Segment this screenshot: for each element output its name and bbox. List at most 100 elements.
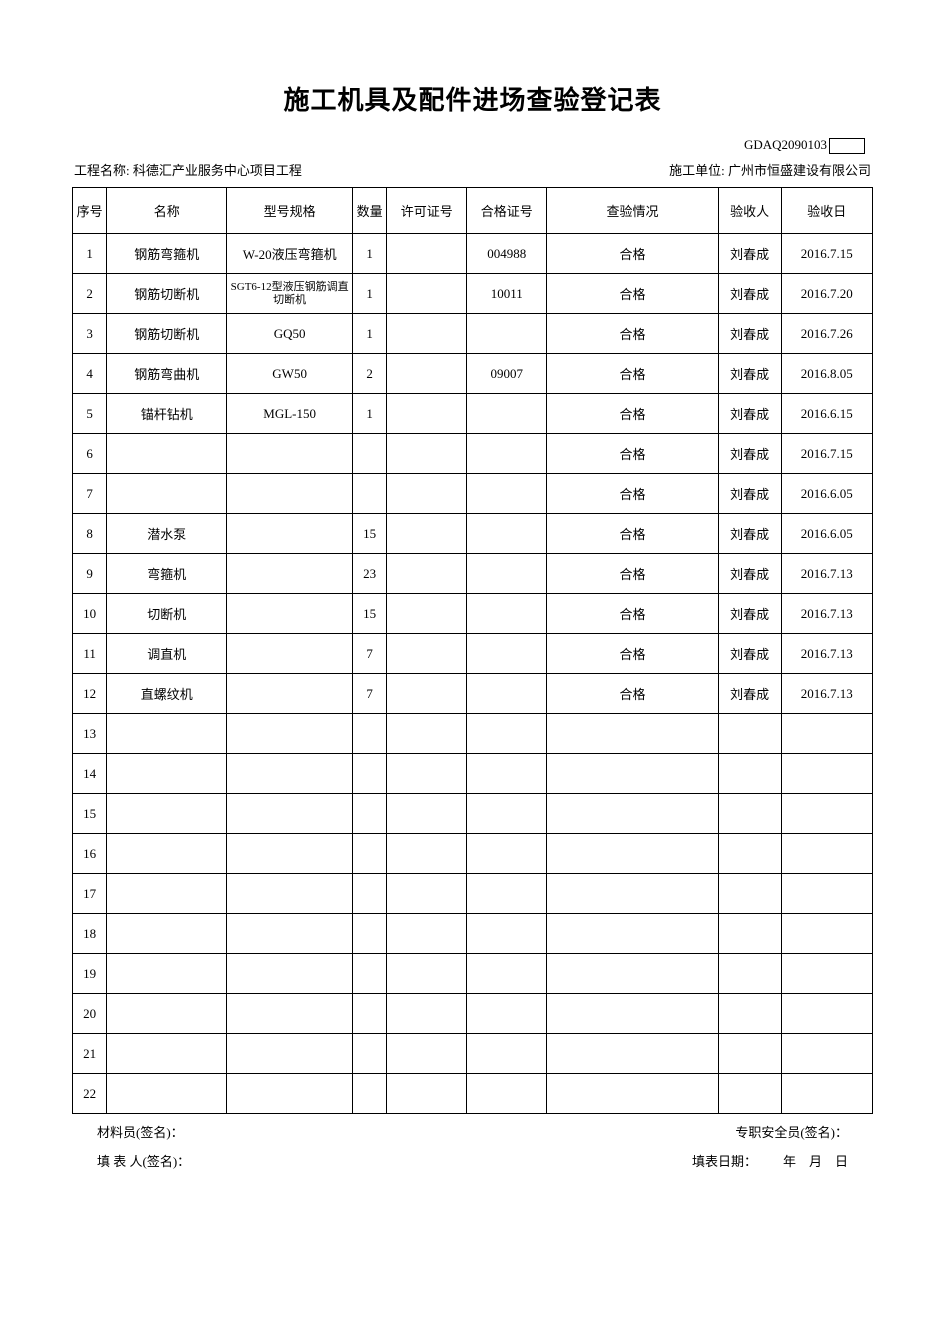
cell-permit: [387, 434, 467, 474]
cell-seq: 15: [73, 794, 107, 834]
cell-model: W-20液压弯箍机: [227, 234, 353, 274]
table-row: 4钢筋弯曲机GW50209007合格刘春成2016.8.05: [73, 354, 873, 394]
fill-date-label: 填表日期：: [692, 1154, 757, 1169]
cell-receiver: 刘春成: [718, 674, 781, 714]
cell-seq: 7: [73, 474, 107, 514]
cell-receiver: 刘春成: [718, 434, 781, 474]
inspection-table: 序号 名称 型号规格 数量 许可证号 合格证号 查验情况 验收人 验收日 1钢筋…: [72, 187, 873, 1114]
cell-permit: [387, 954, 467, 994]
col-seq: 序号: [73, 188, 107, 234]
cell-model: [227, 834, 353, 874]
cell-receiver: 刘春成: [718, 354, 781, 394]
cell-status: [547, 954, 718, 994]
cell-model: [227, 954, 353, 994]
table-row: 16: [73, 834, 873, 874]
cell-cert: [467, 394, 547, 434]
unit-label: 施工单位:: [669, 163, 725, 178]
cell-model: [227, 754, 353, 794]
cell-seq: 19: [73, 954, 107, 994]
form-code-box: [829, 138, 865, 154]
cell-name: 直螺纹机: [107, 674, 227, 714]
cell-model: GQ50: [227, 314, 353, 354]
cell-model: GW50: [227, 354, 353, 394]
cell-cert: [467, 1034, 547, 1074]
cell-status: 合格: [547, 354, 718, 394]
cell-qty: [352, 1034, 386, 1074]
cell-qty: 23: [352, 554, 386, 594]
form-code-line: GDAQ2090103: [72, 137, 873, 154]
cell-name: 钢筋弯箍机: [107, 234, 227, 274]
cell-status: [547, 1074, 718, 1114]
unit-block: 施工单位: 广州市恒盛建设有限公司: [669, 160, 871, 179]
cell-permit: [387, 394, 467, 434]
cell-name: [107, 474, 227, 514]
cell-date: 2016.7.15: [781, 434, 872, 474]
table-row: 10切断机15合格刘春成2016.7.13: [73, 594, 873, 634]
project-label: 工程名称:: [74, 163, 130, 178]
cell-permit: [387, 514, 467, 554]
cell-model: [227, 674, 353, 714]
col-date: 验收日: [781, 188, 872, 234]
col-status: 查验情况: [547, 188, 718, 234]
cell-seq: 6: [73, 434, 107, 474]
cell-status: 合格: [547, 274, 718, 314]
cell-seq: 4: [73, 354, 107, 394]
cell-seq: 21: [73, 1034, 107, 1074]
cell-model: [227, 554, 353, 594]
project-name: 科德汇产业服务中心项目工程: [133, 163, 302, 178]
table-row: 19: [73, 954, 873, 994]
cell-cert: [467, 554, 547, 594]
cell-name: 钢筋切断机: [107, 274, 227, 314]
table-row: 7合格刘春成2016.6.05: [73, 474, 873, 514]
cell-status: [547, 714, 718, 754]
unit-name: 广州市恒盛建设有限公司: [728, 163, 871, 178]
table-header-row: 序号 名称 型号规格 数量 许可证号 合格证号 查验情况 验收人 验收日: [73, 188, 873, 234]
cell-permit: [387, 1034, 467, 1074]
cell-status: 合格: [547, 434, 718, 474]
cell-cert: [467, 314, 547, 354]
table-row: 11调直机7合格刘春成2016.7.13: [73, 634, 873, 674]
cell-qty: [352, 874, 386, 914]
cell-date: 2016.7.13: [781, 554, 872, 594]
cell-cert: [467, 994, 547, 1034]
table-row: 15: [73, 794, 873, 834]
cell-cert: [467, 474, 547, 514]
cell-qty: [352, 834, 386, 874]
table-row: 3钢筋切断机GQ501合格刘春成2016.7.26: [73, 314, 873, 354]
cell-seq: 17: [73, 874, 107, 914]
cell-permit: [387, 994, 467, 1034]
cell-receiver: [718, 714, 781, 754]
cell-name: [107, 834, 227, 874]
table-row: 20: [73, 994, 873, 1034]
cell-name: [107, 754, 227, 794]
cell-status: [547, 874, 718, 914]
cell-seq: 12: [73, 674, 107, 714]
cell-permit: [387, 834, 467, 874]
cell-receiver: 刘春成: [718, 234, 781, 274]
cell-seq: 3: [73, 314, 107, 354]
cell-date: [781, 754, 872, 794]
cell-qty: [352, 954, 386, 994]
cell-qty: [352, 1074, 386, 1114]
table-row: 17: [73, 874, 873, 914]
cell-permit: [387, 754, 467, 794]
cell-date: 2016.8.05: [781, 354, 872, 394]
table-row: 12直螺纹机7合格刘春成2016.7.13: [73, 674, 873, 714]
cell-cert: 09007: [467, 354, 547, 394]
page: 施工机具及配件进场查验登记表 GDAQ2090103 工程名称: 科德汇产业服务…: [0, 0, 945, 1337]
table-row: 2钢筋切断机SGT6-12型液压钢筋调直切断机110011合格刘春成2016.7…: [73, 274, 873, 314]
cell-model: [227, 474, 353, 514]
col-model: 型号规格: [227, 188, 353, 234]
signature-row-2: 填 表 人(签名)： 填表日期： 年 月 日: [97, 1151, 848, 1170]
cell-name: 潜水泵: [107, 514, 227, 554]
cell-permit: [387, 554, 467, 594]
cell-name: 切断机: [107, 594, 227, 634]
cell-status: 合格: [547, 634, 718, 674]
cell-date: 2016.6.05: [781, 514, 872, 554]
cell-seq: 9: [73, 554, 107, 594]
table-row: 14: [73, 754, 873, 794]
cell-cert: [467, 594, 547, 634]
cell-name: 锚杆钻机: [107, 394, 227, 434]
cell-receiver: [718, 954, 781, 994]
cell-cert: [467, 874, 547, 914]
